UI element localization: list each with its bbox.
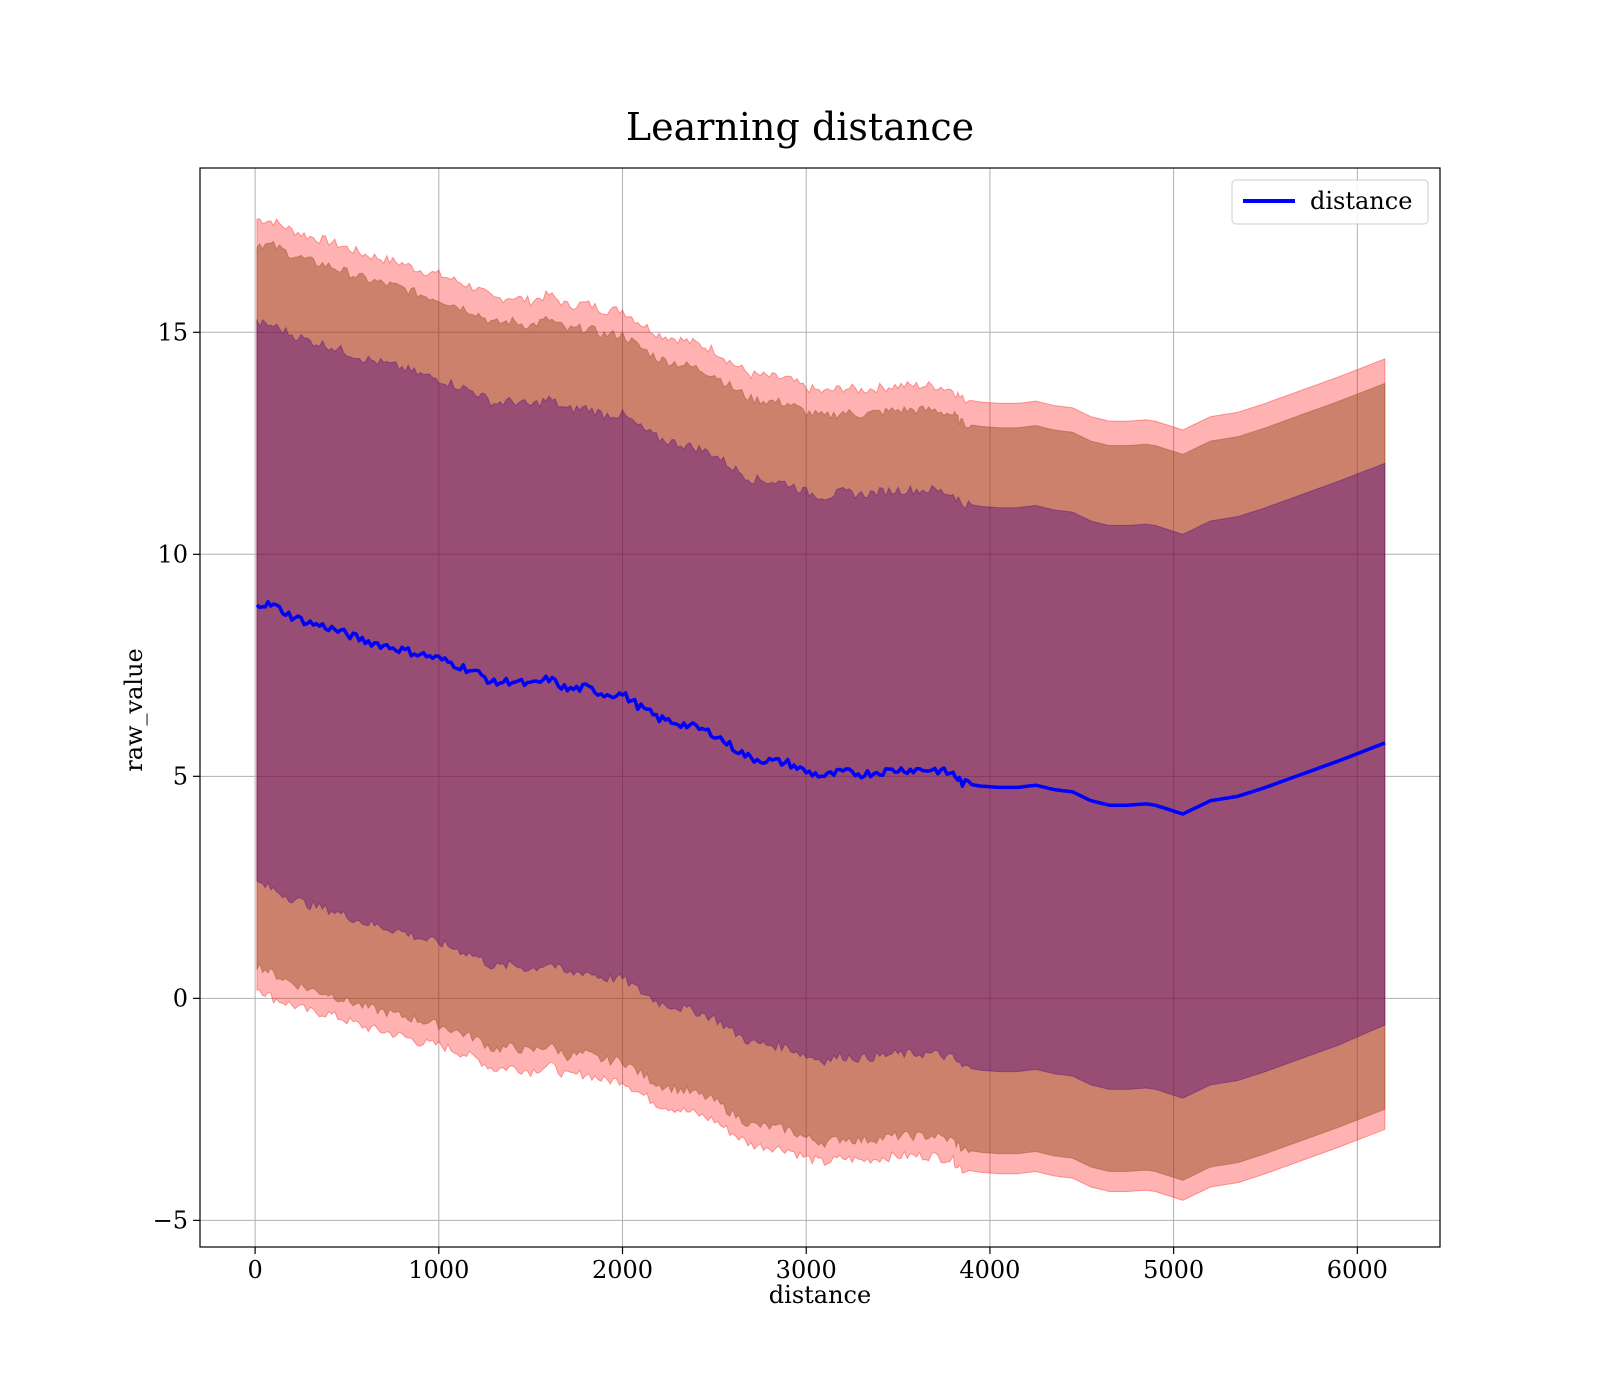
legend-label-distance: distance <box>1310 187 1412 215</box>
series-line-distance <box>255 599 1386 816</box>
x-tick-label: 4000 <box>959 1256 1020 1284</box>
x-tick-label: 0 <box>247 1256 262 1284</box>
tick-layer: 0 1000 2000 3000 4000 5000 6000 −5 0 5 10 15 <box>153 318 1388 1284</box>
x-tick-label: 2000 <box>592 1256 653 1284</box>
band-middle <box>256 240 1386 1181</box>
y-tick-label: 5 <box>173 762 188 790</box>
x-tick-label: 6000 <box>1327 1256 1388 1284</box>
plot-frame <box>199 167 1441 1248</box>
band-inner <box>256 319 1386 1099</box>
x-tick-label: 5000 <box>1143 1256 1204 1284</box>
legend: distance <box>1231 179 1429 225</box>
legend-box <box>1231 179 1429 225</box>
x-tick-label: 1000 <box>408 1256 469 1284</box>
line-layer <box>255 599 1386 816</box>
y-tick-label: 15 <box>157 318 188 346</box>
x-tick-label: 3000 <box>776 1256 837 1284</box>
y-tick-label: 0 <box>173 984 188 1012</box>
band-layer <box>256 218 1386 1201</box>
chart-title: Learning distance <box>626 105 974 149</box>
y-tick-label: 10 <box>157 540 188 568</box>
x-axis-label: distance <box>769 1281 871 1309</box>
y-axis-label: raw_value <box>120 648 148 772</box>
band-outer <box>256 218 1386 1201</box>
y-tick-label: −5 <box>153 1206 188 1234</box>
